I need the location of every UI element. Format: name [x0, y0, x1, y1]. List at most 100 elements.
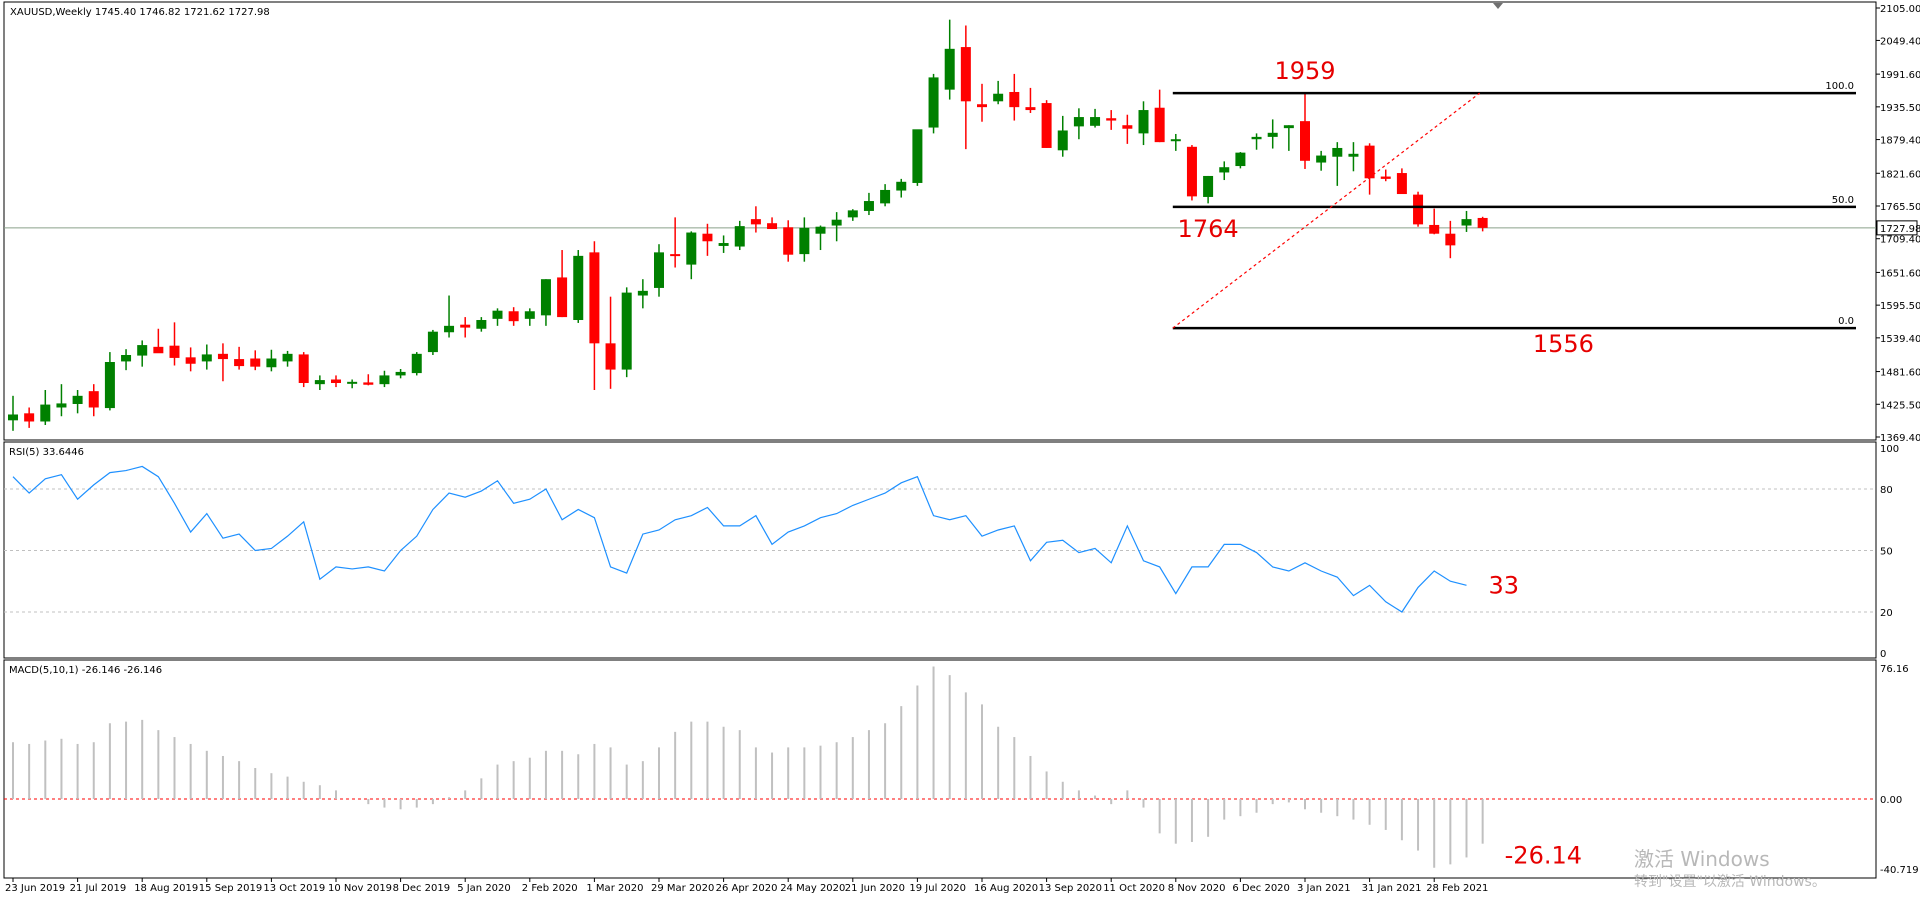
candle-up: [1171, 139, 1181, 141]
rsi-tick-label: 80: [1880, 485, 1893, 496]
price-annotation: 1959: [1274, 57, 1335, 85]
x-tick-label: 8 Dec 2019: [393, 883, 451, 894]
rsi-annotation: 33: [1489, 571, 1520, 599]
price-tick-label: 1765.50: [1880, 202, 1920, 213]
x-tick-label: 13 Sep 2020: [1039, 883, 1102, 894]
candle-up: [1203, 176, 1213, 197]
candle-down: [234, 359, 244, 366]
candle-down: [1025, 107, 1035, 110]
price-tick-label: 1651.60: [1880, 268, 1920, 279]
x-tick-label: 8 Nov 2020: [1168, 883, 1226, 894]
rsi-header: RSI(5) 33.6446: [9, 447, 84, 458]
current-price-label: 1727.98: [1880, 224, 1920, 235]
price-tick-label: 1879.40: [1880, 136, 1920, 147]
candle-up: [638, 291, 648, 296]
candle-down: [751, 219, 761, 224]
candle-down: [250, 359, 260, 367]
candle-up: [686, 233, 696, 265]
candle-up: [799, 228, 809, 254]
candle-up: [1058, 130, 1068, 150]
x-tick-label: 18 Aug 2019: [134, 883, 198, 894]
x-tick-label: 29 Mar 2020: [651, 883, 714, 894]
price-tick-label: 1821.60: [1880, 169, 1920, 180]
candle-down: [1397, 173, 1407, 194]
candle-down: [767, 223, 777, 229]
candle-down: [89, 391, 99, 407]
candle-up: [832, 220, 842, 226]
candle-up: [1139, 110, 1149, 133]
price-annotation: 1556: [1533, 330, 1594, 358]
macd-pane[interactable]: [4, 660, 1876, 878]
candle-up: [1252, 137, 1262, 139]
candle-down: [1413, 195, 1423, 225]
candle-up: [848, 210, 858, 217]
candle-down: [1155, 108, 1165, 142]
candle-up: [315, 380, 325, 384]
candle-up: [1235, 153, 1245, 166]
candle-up: [73, 396, 83, 404]
rsi-tick-label: 0: [1880, 649, 1886, 660]
macd-annotation: -26.14: [1505, 842, 1582, 870]
candle-up: [929, 77, 939, 127]
candle-down: [170, 346, 180, 358]
x-tick-label: 15 Sep 2019: [199, 883, 262, 894]
x-tick-label: 31 Jan 2021: [1362, 883, 1422, 894]
candle-up: [525, 311, 535, 319]
candle-down: [1042, 103, 1052, 148]
candle-down: [557, 277, 567, 317]
candle-down: [153, 347, 163, 353]
fib-level-label: 0.0: [1838, 316, 1854, 327]
candle-down: [670, 254, 680, 256]
candle-up: [1284, 125, 1294, 128]
candle-down: [24, 413, 34, 421]
rsi-tick-label: 20: [1880, 608, 1893, 619]
candle-up: [1348, 154, 1358, 157]
candle-up: [1074, 117, 1084, 126]
candle-down: [977, 104, 987, 107]
candle-down: [460, 325, 470, 328]
candle-up: [735, 226, 745, 246]
candle-up: [40, 405, 50, 422]
candle-up: [396, 372, 406, 375]
macd-tick-label: 76.16: [1880, 664, 1909, 675]
watermark-title: 激活 Windows: [1634, 847, 1770, 871]
candle-down: [589, 252, 599, 343]
price-tick-label: 1595.50: [1880, 301, 1920, 312]
candle-down: [1445, 234, 1455, 246]
candle-up: [912, 129, 922, 183]
candle-down: [1122, 125, 1132, 128]
candle-up: [622, 293, 632, 370]
candle-up: [816, 227, 826, 234]
candle-up: [1332, 148, 1342, 157]
candle-down: [606, 343, 616, 369]
x-tick-label: 21 Jul 2019: [70, 883, 127, 894]
price-pane[interactable]: [4, 2, 1876, 440]
watermark-subtitle: 转到"设置"以激活 Windows。: [1634, 873, 1826, 890]
candle-up: [56, 403, 66, 407]
candle-up: [412, 354, 422, 373]
candle-up: [654, 252, 664, 288]
price-tick-label: 1991.60: [1880, 70, 1920, 81]
candle-down: [218, 354, 228, 359]
candle-up: [541, 279, 551, 315]
candle-down: [1300, 121, 1310, 161]
symbol-header: XAUUSD,Weekly 1745.40 1746.82 1721.62 17…: [10, 7, 270, 18]
candle-down: [1478, 218, 1488, 228]
candle-up: [137, 345, 147, 355]
candle-up: [428, 332, 438, 352]
candle-down: [1381, 177, 1391, 179]
x-tick-label: 11 Oct 2020: [1103, 883, 1165, 894]
candle-down: [1429, 225, 1439, 234]
x-tick-label: 21 Jun 2020: [845, 883, 905, 894]
fib-level-label: 100.0: [1825, 81, 1854, 92]
x-tick-label: 6 Dec 2020: [1232, 883, 1290, 894]
price-tick-label: 1369.40: [1880, 433, 1920, 444]
price-tick-label: 2049.40: [1880, 36, 1920, 47]
candle-up: [864, 201, 874, 211]
macd-tick-label: 0.00: [1880, 795, 1902, 806]
price-tick-label: 1935.50: [1880, 103, 1920, 114]
candle-up: [283, 354, 293, 362]
price-tick-label: 1425.50: [1880, 400, 1920, 411]
x-tick-label: 28 Feb 2021: [1426, 883, 1488, 894]
